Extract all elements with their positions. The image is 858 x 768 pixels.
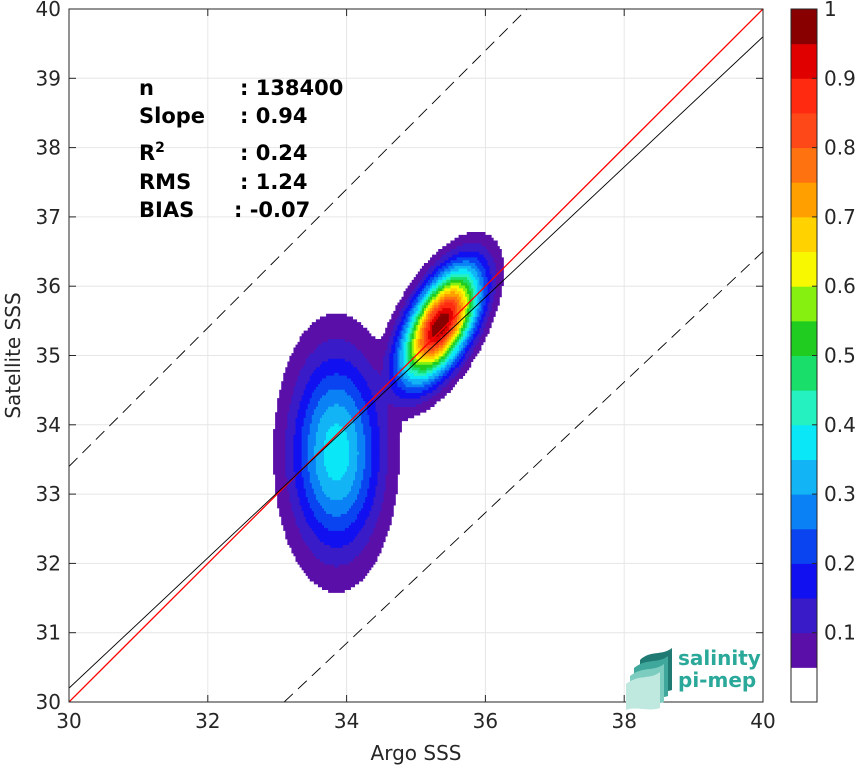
colorbar-swatch [791,598,817,634]
reference-lines [69,9,763,702]
y-tick-label: 34 [36,413,61,437]
colorbar-swatch [791,667,817,703]
x-axis-label: Argo SSS [371,741,462,765]
y-tick-label: 37 [36,205,61,229]
y-tick-label: 38 [36,136,61,160]
density-contours [273,232,504,593]
colorbar-swatch [791,216,817,253]
colorbar-swatch [791,182,817,218]
stat-superscript: 2 [155,140,165,156]
colorbar-swatch [791,459,817,495]
salinity-pimep-logo: salinity pi-mep [626,646,761,710]
stat-label: n [139,76,154,100]
y-tick-label: 31 [36,621,61,645]
stat-value: : 0.94 [240,104,308,128]
stat-label: Slope [139,104,205,128]
stat-value: : 138400 [240,76,343,100]
colorbar-swatch [791,9,817,45]
colorbar-swatch [791,494,817,530]
colorbar-tick-label: 0.8 [824,136,856,160]
colorbar-swatch [791,251,817,287]
y-tick-label: 33 [36,482,61,506]
colorbar-swatch [791,424,817,460]
stat-label: RMS [139,170,191,194]
colorbar-tick-label: 1 [824,0,837,21]
x-tick-label: 34 [334,709,359,733]
upper_bound-line [69,9,528,467]
x-tick-label: 30 [56,709,81,733]
y-tick-label: 36 [36,274,61,298]
stat-label: R2 [139,140,165,165]
lower_bound-line [283,251,763,702]
colorbar-tick-label: 0.9 [824,66,856,90]
colorbar-swatch [791,43,817,79]
stat-value: : 0.24 [240,141,308,165]
colorbar-swatch [791,286,817,322]
x-tick-label: 40 [750,709,775,733]
colorbar-tick-label: 0.3 [824,482,856,506]
colorbar: 0.1 0.2 0.3 0.4 0.5 0.6 0.7 0.8 0.9 1 [790,0,856,703]
fit-line [69,36,763,689]
colorbar-swatch [791,390,817,426]
stat-value: : 1.24 [240,170,308,194]
y-tick-label: 30 [36,690,61,714]
logo-line-2: pi-mep [678,668,756,692]
colorbar-swatch [791,355,817,391]
y-axis-label: Satellite SSS [1,292,25,418]
y-tick-label: 32 [36,551,61,575]
colorbar-swatch [791,563,817,599]
stat-label: BIAS [139,198,194,222]
logo-line-1: salinity [678,646,761,670]
colorbar-tick-label: 0.6 [824,274,856,298]
y-axis-ticks: 30 31 32 33 34 35 36 37 38 39 40 [36,0,763,714]
colorbar-swatch [791,632,817,668]
colorbar-tick-label: 0.5 [824,344,856,368]
colorbar-swatch [791,78,817,114]
colorbar-swatch [791,528,817,564]
identity-line [69,9,763,702]
contour-band [432,313,449,337]
colorbar-tick-label: 0.1 [824,621,856,645]
statistics-box: n : 138400 Slope : 0.94 R2 : 0.24 RMS : 1.24 BIA… [139,76,343,222]
wave-logo-icon [626,648,672,710]
stat-value: : -0.07 [234,198,310,222]
x-tick-label: 32 [195,709,220,733]
x-axis-ticks: 30 32 34 36 38 40 [56,9,776,733]
colorbar-tick-label: 0.7 [824,205,856,229]
colorbar-tick-label: 0.2 [824,551,856,575]
y-tick-label: 40 [36,0,61,21]
y-tick-label: 39 [36,66,61,90]
y-tick-label: 35 [36,344,61,368]
colorbar-swatch [791,147,817,183]
colorbar-swatch [791,112,817,149]
x-tick-label: 36 [473,709,498,733]
colorbar-tick-label: 0.4 [824,413,856,437]
x-tick-label: 38 [611,709,636,733]
colorbar-swatch [791,320,817,356]
